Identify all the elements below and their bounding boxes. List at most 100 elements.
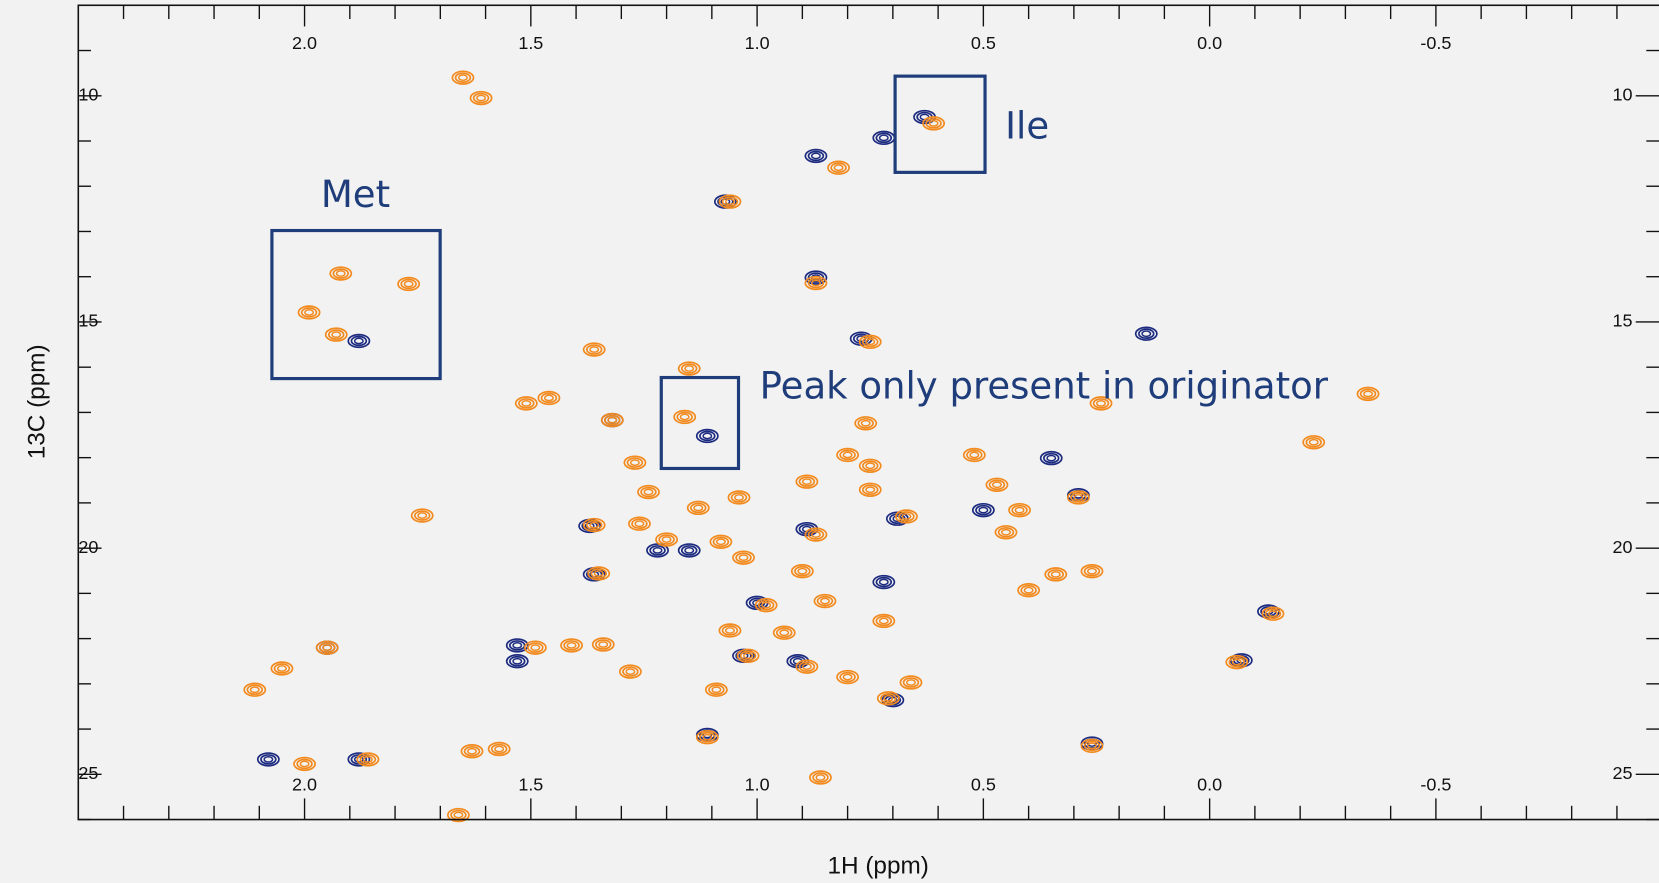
contour-level <box>680 363 698 374</box>
peak-contour <box>718 194 742 209</box>
peak <box>858 482 882 497</box>
contour-level <box>318 642 336 653</box>
contour-level <box>902 677 920 688</box>
x-tick-label: 2.0 <box>292 774 317 794</box>
peak-contour <box>858 482 882 497</box>
x-tick-label: 1.5 <box>518 33 543 53</box>
peak-contour <box>560 638 583 653</box>
peak-contour <box>895 509 918 524</box>
contour-level <box>830 162 847 173</box>
contour-level <box>622 666 639 677</box>
contour-level <box>607 416 618 424</box>
contour-level <box>594 639 612 650</box>
contour-level <box>878 134 889 142</box>
peak-contour <box>582 517 606 533</box>
peak <box>695 730 719 745</box>
contour-level <box>901 513 912 520</box>
peak-contour <box>872 613 896 629</box>
peak-contour <box>795 474 819 489</box>
y-tick-label: 25 <box>78 763 98 783</box>
contour-level <box>724 198 735 205</box>
peak-contour <box>709 534 733 549</box>
contour-level <box>1264 608 1282 620</box>
peak <box>858 458 882 473</box>
contour-level <box>494 745 505 753</box>
contour-level <box>400 278 417 290</box>
peak-contour <box>523 640 547 655</box>
peak <box>487 741 511 757</box>
contour-level <box>335 270 346 277</box>
contour-level <box>1087 567 1097 575</box>
contour-level <box>249 686 260 694</box>
contour-level <box>1042 452 1060 464</box>
contour-level <box>1001 528 1011 536</box>
contour-level <box>1228 656 1246 668</box>
peak-contour <box>695 428 719 444</box>
peak <box>628 516 651 531</box>
contour-level <box>988 479 1006 491</box>
originator-label: Peak only present in originator <box>760 365 1329 408</box>
peak-contour <box>591 637 615 652</box>
y-axis-title: 13C (ppm) <box>23 344 50 459</box>
peak <box>795 659 819 674</box>
contour-level <box>861 460 879 472</box>
peak-contour <box>858 334 882 350</box>
peak-contour <box>1017 583 1041 598</box>
contour-level <box>684 547 695 554</box>
contour-level <box>684 365 695 372</box>
peak-contour <box>677 361 701 376</box>
contour-level <box>1083 565 1101 577</box>
contour-level <box>794 565 811 577</box>
contour-level <box>530 644 541 652</box>
contour-level <box>1014 506 1025 514</box>
peak-contour <box>329 266 353 281</box>
contour-level <box>476 94 487 102</box>
contour-level <box>304 309 315 316</box>
contour-level <box>527 642 544 653</box>
peak-contour <box>655 532 679 547</box>
peak <box>971 502 995 518</box>
peak-contour <box>786 654 810 669</box>
peak <box>324 327 348 342</box>
peak-contour <box>922 116 946 131</box>
peak-contour <box>637 484 660 500</box>
contour-level <box>861 484 879 496</box>
contour-level <box>589 346 600 353</box>
peak <box>872 613 896 629</box>
peak <box>754 597 778 613</box>
ile-label: Ile <box>1005 104 1049 147</box>
contour-level <box>1141 330 1152 338</box>
peak <box>582 517 606 533</box>
peak <box>804 275 828 291</box>
contour-level <box>1363 390 1373 398</box>
contour-level <box>276 665 287 672</box>
peak-contour <box>628 516 651 531</box>
contour-level <box>807 277 825 289</box>
peak <box>809 770 832 785</box>
peak <box>732 550 755 565</box>
contour-level <box>775 627 793 639</box>
contour-level <box>810 152 821 160</box>
contour-level <box>512 657 523 665</box>
peak-contour <box>994 525 1018 540</box>
contour-level <box>563 640 580 651</box>
peak-contour <box>1356 386 1380 402</box>
peak <box>727 490 751 505</box>
peak-contour <box>754 597 778 613</box>
contour-level <box>975 504 992 516</box>
peak-contour <box>872 574 896 590</box>
peak <box>994 525 1018 540</box>
peak-contour <box>505 638 529 653</box>
peak-contour <box>1080 564 1104 579</box>
contour-level <box>359 754 377 765</box>
peak <box>397 276 421 292</box>
peak-contour <box>899 675 923 690</box>
peak-contour <box>469 90 493 106</box>
x-tick-label: -0.5 <box>1420 774 1451 794</box>
contour-level <box>263 756 274 763</box>
contour-level <box>490 743 508 755</box>
contour-level <box>273 663 291 674</box>
contour-level <box>978 506 989 514</box>
contour-level <box>467 747 477 755</box>
